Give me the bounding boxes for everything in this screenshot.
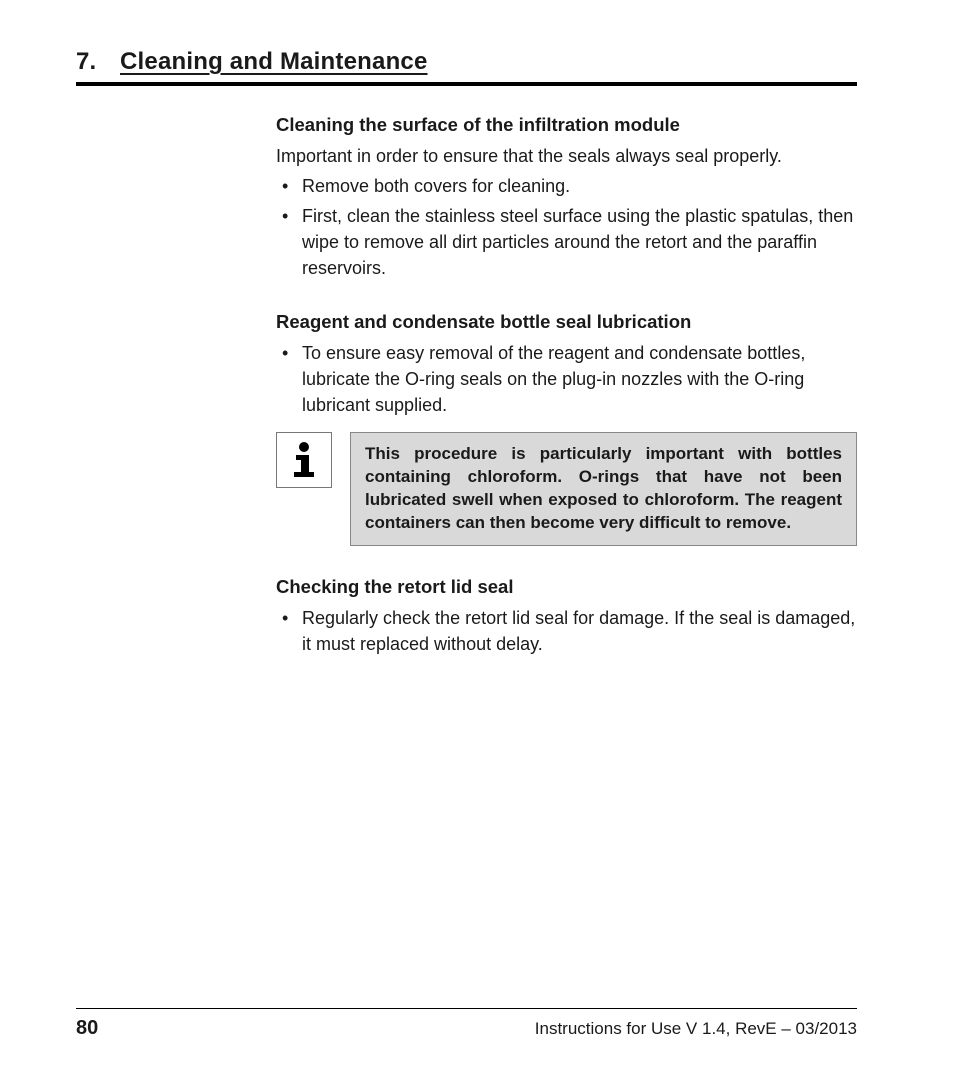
note-box: This procedure is particularly important… (350, 432, 857, 546)
info-icon-box (276, 432, 332, 488)
footer-doc-info: Instructions for Use V 1.4, RevE – 03/20… (535, 1019, 857, 1039)
heading-rule (76, 82, 857, 86)
footer-row: 80 Instructions for Use V 1.4, RevE – 03… (76, 1017, 857, 1040)
footer-rule (76, 1008, 857, 1009)
chapter-heading: 7. Cleaning and Maintenance (76, 48, 857, 76)
info-note-row: This procedure is particularly important… (276, 432, 857, 546)
page-number: 80 (76, 1017, 98, 1040)
section-heading: Cleaning the surface of the infiltration… (276, 112, 857, 139)
page-footer: 80 Instructions for Use V 1.4, RevE – 03… (76, 1008, 857, 1040)
bullet-item: Regularly check the retort lid seal for … (276, 605, 857, 657)
bullet-item: To ensure easy removal of the reagent an… (276, 340, 857, 418)
content-body: Cleaning the surface of the infiltration… (276, 112, 857, 657)
info-icon (289, 441, 319, 479)
chapter-number: 7. (76, 48, 120, 76)
bullet-list: Remove both covers for cleaning. First, … (276, 173, 857, 281)
bullet-list: To ensure easy removal of the reagent an… (276, 340, 857, 418)
section-heading: Checking the retort lid seal (276, 574, 857, 601)
bullet-item: First, clean the stainless steel surface… (276, 203, 857, 281)
section-heading: Reagent and condensate bottle seal lubri… (276, 309, 857, 336)
bullet-item: Remove both covers for cleaning. (276, 173, 857, 199)
bullet-list: Regularly check the retort lid seal for … (276, 605, 857, 657)
page: 7. Cleaning and Maintenance Cleaning the… (0, 0, 954, 1080)
section-lead: Important in order to ensure that the se… (276, 143, 857, 169)
chapter-title: Cleaning and Maintenance (120, 48, 428, 76)
